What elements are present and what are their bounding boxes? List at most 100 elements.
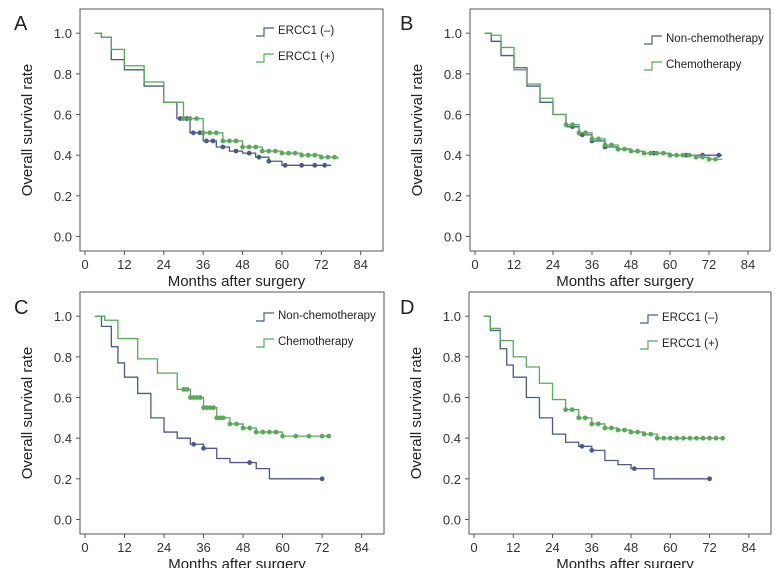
- panel-label: D: [400, 297, 414, 319]
- censor-mark: [211, 405, 216, 411]
- censor-mark: [326, 433, 332, 439]
- legend-entry: ERCC1 (+): [278, 51, 335, 63]
- censor-mark: [181, 386, 187, 392]
- x-tick-label: 48: [235, 257, 249, 272]
- censor-mark: [210, 138, 216, 144]
- x-tick-label: 36: [196, 540, 210, 555]
- censor-mark: [583, 130, 588, 136]
- censor-mark: [305, 152, 311, 158]
- censor-mark: [609, 142, 614, 148]
- censor-mark: [589, 136, 595, 142]
- censor-mark: [204, 138, 209, 144]
- censor-mark: [191, 395, 197, 400]
- y-tick-label: 0.8: [443, 350, 461, 365]
- y-tick-label: 0.2: [444, 189, 462, 204]
- x-tick-label: 36: [585, 257, 599, 272]
- censor-mark: [661, 435, 667, 441]
- censor-mark: [713, 156, 718, 162]
- censor-mark: [319, 433, 325, 439]
- y-tick-label: 0.8: [54, 67, 72, 82]
- censor-mark: [589, 421, 595, 427]
- censor-mark: [596, 136, 601, 142]
- censor-mark: [266, 148, 272, 154]
- censor-mark: [622, 427, 627, 433]
- censor-mark: [197, 130, 203, 136]
- legend-swatch: [256, 27, 274, 37]
- x-tick-label: 60: [663, 540, 677, 555]
- y-tick-label: 0.2: [443, 472, 461, 487]
- censor-mark: [720, 435, 726, 441]
- x-tick-label: 24: [157, 257, 171, 272]
- censor-mark: [273, 429, 279, 435]
- censor-mark: [204, 405, 210, 411]
- censor-mark: [661, 150, 666, 156]
- censor-mark: [253, 144, 259, 150]
- censor-mark: [227, 138, 232, 144]
- survival-curve-group2: [94, 315, 329, 437]
- censor-mark: [240, 425, 246, 431]
- x-tick-label: 60: [663, 257, 677, 272]
- censor-mark: [246, 144, 252, 150]
- x-tick-label: 60: [275, 257, 289, 272]
- censor-mark: [680, 435, 686, 441]
- chart-panel-d: D 0.0 0.2 0.4 0.6 0.8 1.0 0 12 24 36 48 60 72 84 Months…: [400, 291, 772, 568]
- y-axis-label: Overall survival rate: [19, 64, 36, 197]
- censor-mark: [247, 460, 253, 465]
- censor-mark: [563, 122, 569, 128]
- legend-entry: Chemotherapy: [666, 59, 742, 71]
- legend-swatch: [640, 314, 658, 324]
- x-tick-label: 0: [471, 257, 478, 272]
- censor-mark: [280, 433, 285, 439]
- censor-mark: [648, 150, 653, 156]
- censor-mark: [217, 415, 223, 421]
- y-tick-label: 0.0: [54, 512, 72, 527]
- legend-entry: Non-chemotherapy: [666, 33, 764, 45]
- x-tick-label: 72: [702, 257, 716, 272]
- censor-mark: [197, 395, 203, 400]
- x-tick-label: 0: [81, 540, 88, 555]
- censor-mark: [641, 150, 647, 156]
- censor-mark: [184, 386, 190, 392]
- censor-mark: [635, 148, 640, 154]
- x-tick-label: 72: [314, 257, 328, 272]
- censor-mark: [319, 476, 325, 482]
- censor-mark: [700, 435, 706, 441]
- x-tick-label: 72: [702, 540, 716, 555]
- x-axis-label: Months after surgery: [168, 273, 306, 290]
- censor-mark: [213, 130, 219, 136]
- censor-mark: [267, 429, 272, 435]
- x-tick-label: 24: [546, 257, 560, 272]
- censor-mark: [246, 150, 252, 156]
- x-tick-label: 12: [117, 540, 131, 555]
- censor-mark: [227, 421, 233, 427]
- censor-mark: [667, 152, 673, 158]
- censor-mark: [266, 158, 272, 164]
- survival-curve-group1: [484, 32, 722, 156]
- legend-entry: ERCC1 (–): [662, 312, 718, 324]
- censor-mark: [187, 116, 193, 121]
- censor-mark: [214, 415, 220, 421]
- censor-mark: [233, 138, 239, 144]
- censor-mark: [201, 405, 206, 411]
- censor-mark: [260, 429, 266, 435]
- legend-entry: Non-chemotherapy: [278, 310, 376, 322]
- censor-mark: [194, 395, 200, 400]
- censor-mark: [687, 435, 693, 441]
- x-axis-label: Months after surgery: [168, 556, 306, 568]
- censor-mark: [700, 154, 705, 160]
- censor-mark: [674, 152, 679, 158]
- censor-mark: [247, 425, 253, 431]
- censor-mark: [191, 441, 197, 447]
- censor-mark: [635, 429, 640, 435]
- censor-mark: [325, 154, 331, 160]
- censor-mark: [253, 429, 259, 435]
- censor-mark: [286, 150, 291, 156]
- censor-mark: [207, 405, 213, 411]
- y-axis-label: Overall survival rate: [19, 347, 36, 480]
- censor-mark: [299, 162, 305, 168]
- censor-mark: [641, 431, 647, 437]
- y-tick-label: 0.2: [54, 472, 72, 487]
- x-axis-label: Months after surgery: [556, 556, 694, 568]
- censor-mark: [220, 415, 226, 421]
